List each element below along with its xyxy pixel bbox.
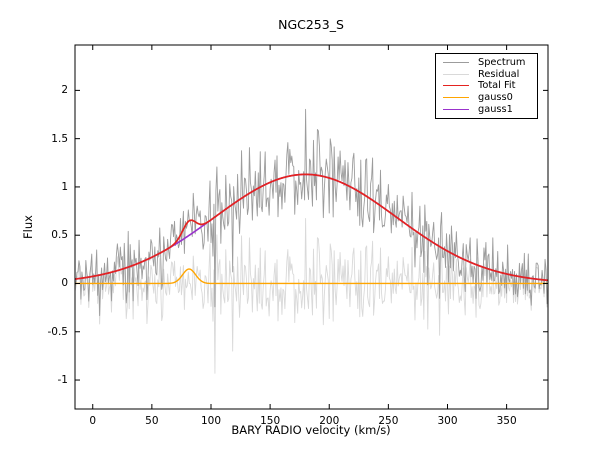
legend-line-swatch (443, 73, 469, 75)
x-tick-label: 50 (145, 415, 159, 427)
y-tick-label: 1 (61, 180, 68, 193)
y-tick-label: 0 (61, 277, 68, 290)
legend-label: gauss1 (478, 104, 513, 116)
y-tick-label: 2 (61, 84, 68, 97)
legend-item-gauss1: gauss1 (443, 104, 533, 115)
x-tick-label: 350 (496, 415, 517, 427)
legend-label: Total Fit (478, 80, 516, 92)
y-tick-label: -1 (57, 374, 68, 387)
x-tick-label: 250 (378, 415, 399, 427)
legend: Spectrum Residual Total Fit gauss0 gauss… (435, 53, 538, 119)
x-axis-label: BARY RADIO velocity (km/s) (231, 423, 391, 437)
legend-label: Residual (478, 68, 520, 80)
legend-item-gauss0: gauss0 (443, 92, 533, 103)
legend-line-swatch (443, 61, 469, 63)
legend-item-total-fit: Total Fit (443, 80, 533, 91)
legend-item-spectrum: Spectrum (443, 57, 533, 68)
legend-label: Spectrum (478, 56, 526, 68)
x-tick-label: 0 (89, 415, 97, 427)
legend-line-swatch (443, 85, 469, 87)
legend-item-residual: Residual (443, 69, 533, 80)
x-tick-label: 200 (319, 415, 340, 427)
x-tick-label: 100 (200, 415, 222, 427)
chart-title: NGC253_S (278, 17, 344, 32)
x-tick-label: 300 (437, 415, 458, 427)
y-tick-label: 1.5 (51, 132, 68, 145)
y-tick-label: 0.5 (51, 229, 68, 242)
y-axis-label: Flux (21, 215, 35, 239)
legend-label: gauss0 (478, 92, 513, 104)
legend-line-swatch (443, 109, 469, 111)
legend-line-swatch (443, 97, 469, 99)
y-tick-label: -0.5 (47, 325, 69, 338)
x-tick-label: 150 (260, 415, 281, 427)
